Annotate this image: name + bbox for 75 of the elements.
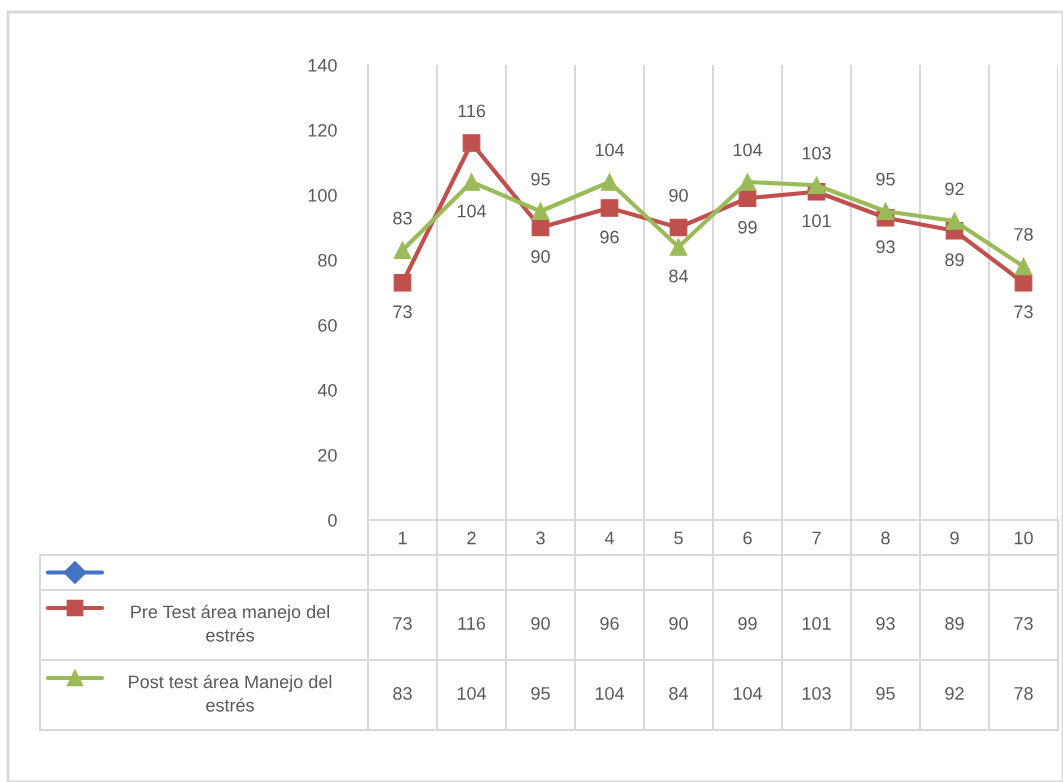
legend-label: Pre Test área manejo del estrés: [131, 604, 329, 642]
point: [738, 173, 757, 191]
y-tick-label: 100: [308, 188, 337, 202]
data-label: 99: [738, 617, 757, 630]
point: [807, 176, 826, 195]
data-label: 73: [1014, 617, 1033, 630]
point: [669, 238, 688, 256]
annotation: 89: [945, 253, 964, 267]
annotation: 83: [393, 211, 412, 225]
x-tick-label: 5: [674, 531, 683, 545]
point: [462, 173, 481, 191]
annotation: 101: [802, 214, 831, 228]
annotation: 90: [531, 250, 550, 263]
point: [393, 241, 412, 260]
data-label: 89: [945, 617, 964, 630]
point: [945, 212, 964, 230]
data-label: 103: [802, 687, 831, 700]
x-tick-label: 3: [536, 531, 545, 545]
annotation: 84: [669, 269, 689, 283]
data-label: 90: [531, 617, 550, 630]
y-tick-label: 60: [318, 318, 337, 332]
data-label: 73: [393, 617, 412, 630]
y-tick-label: 0: [328, 513, 337, 527]
annotation: 96: [600, 230, 619, 244]
x-tick-label: 9: [950, 531, 959, 545]
y-tick-label: 120: [308, 123, 337, 137]
data-label: 92: [945, 687, 964, 700]
point: [600, 173, 619, 191]
data-label: 84: [669, 687, 689, 700]
annotation: 103: [802, 146, 831, 160]
annotation: 73: [393, 305, 412, 319]
x-tick-label: 4: [604, 531, 614, 545]
y-tick-label: 80: [318, 253, 337, 267]
y-tick-label: 20: [318, 448, 337, 462]
annotation: 93: [876, 240, 895, 254]
annotation: 99: [738, 220, 757, 234]
data-label: 104: [457, 687, 487, 700]
annotation: 73: [1014, 305, 1033, 319]
data-label: 93: [876, 617, 895, 630]
data-label: 95: [876, 687, 895, 700]
point: [393, 273, 412, 292]
x-tick-label: 7: [812, 531, 821, 545]
data-label: 104: [733, 687, 763, 700]
x-tick-label: 2: [467, 531, 476, 545]
data-label: 78: [1014, 687, 1033, 700]
x-tick-label: 6: [743, 531, 752, 545]
data-label: 90: [669, 617, 688, 630]
point: [876, 202, 895, 221]
data-label: 83: [393, 687, 412, 700]
point: [462, 134, 481, 152]
data-label: 101: [802, 617, 831, 630]
point: [531, 202, 550, 221]
point: [600, 199, 619, 217]
x-tick-label: 8: [881, 531, 890, 545]
annotation: 104: [457, 204, 487, 218]
point: [1014, 273, 1033, 292]
annotation: 90: [669, 189, 688, 202]
legend-label: Post test área Manejo del estrés: [129, 674, 332, 712]
annotation: 116: [458, 104, 486, 118]
data-label: 116: [458, 617, 486, 630]
x-tick-label: 1: [398, 531, 407, 545]
data-label: 95: [531, 687, 550, 700]
annotation: 95: [531, 172, 550, 186]
data-label: 96: [600, 617, 619, 630]
data-label: 104: [595, 687, 625, 700]
annotation: 104: [733, 143, 763, 157]
y-tick-label: 140: [308, 58, 337, 72]
x-tick-label: 10: [1014, 531, 1033, 545]
point: [1014, 257, 1033, 276]
annotation: 78: [1014, 228, 1033, 241]
point: [669, 218, 688, 237]
y-tick-label: 40: [317, 383, 337, 397]
annotation: 95: [876, 172, 895, 186]
annotation: 92: [945, 182, 964, 196]
annotation: 104: [595, 143, 625, 157]
